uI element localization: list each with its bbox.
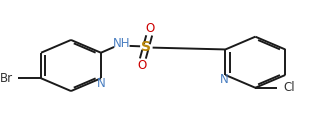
Text: S: S — [141, 40, 151, 54]
Text: N: N — [219, 73, 228, 86]
Text: Br: Br — [0, 72, 13, 85]
Text: Cl: Cl — [284, 81, 295, 94]
Text: O: O — [146, 22, 155, 35]
Text: O: O — [137, 59, 146, 72]
Text: NH: NH — [113, 37, 130, 50]
Text: N: N — [97, 77, 106, 90]
